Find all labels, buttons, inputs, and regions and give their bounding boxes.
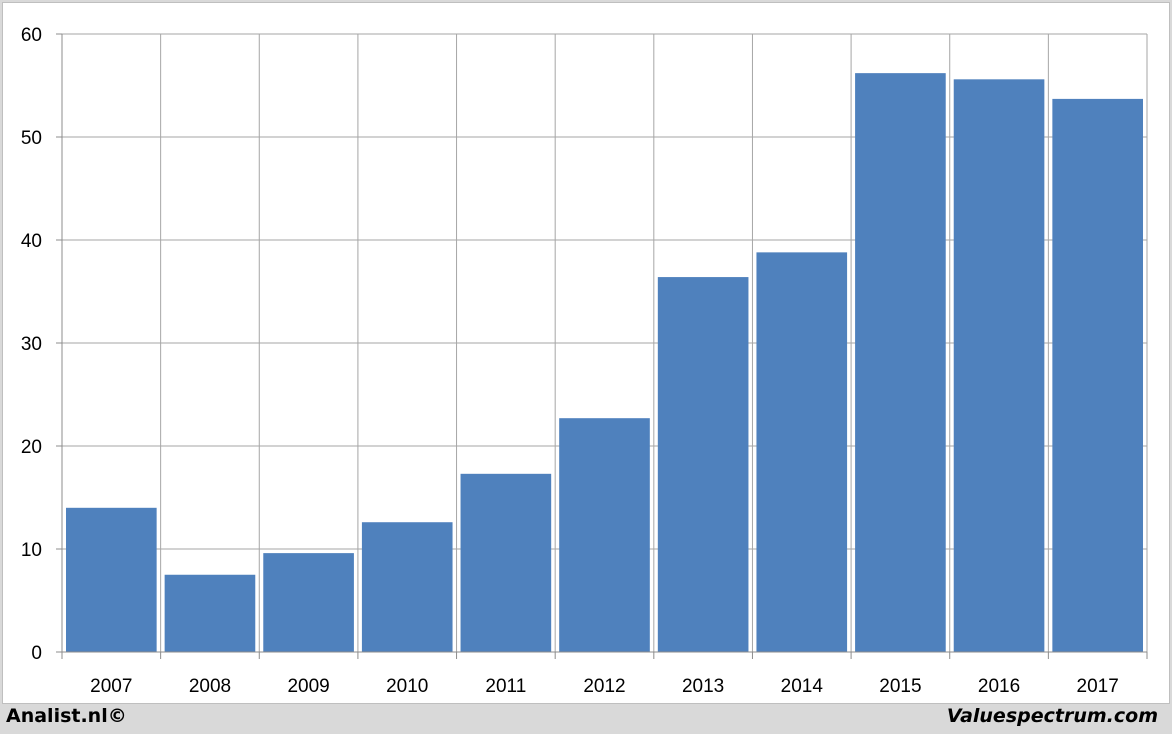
x-tick-label: 2008 <box>189 676 231 697</box>
x-tick-label: 2011 <box>485 676 526 697</box>
bar <box>855 73 946 652</box>
y-axis-tick-labels: 0 10 20 30 40 50 60 <box>21 25 42 664</box>
bar <box>657 277 749 652</box>
y-tick-label: 0 <box>31 643 42 664</box>
x-tick-label: 2013 <box>682 676 724 697</box>
x-axis-tick-labels: 2007 2008 2009 2010 2011 2012 2013 2014 2015 2016… <box>90 676 1119 697</box>
x-tick-label: 2012 <box>583 676 625 697</box>
bar <box>263 553 354 652</box>
y-tick-label: 10 <box>21 540 42 561</box>
footer-left-credit: Analist.nl© <box>6 705 127 727</box>
bar <box>559 418 650 652</box>
y-tick-label: 20 <box>21 437 42 458</box>
x-tick-label: 2016 <box>978 676 1020 697</box>
bar <box>460 473 552 652</box>
x-tick-label: 2014 <box>781 676 824 697</box>
y-tick-label: 40 <box>21 231 42 252</box>
y-tick-label: 60 <box>21 25 42 46</box>
y-tick-label: 30 <box>21 334 42 355</box>
x-tick-label: 2017 <box>1077 676 1119 697</box>
bar <box>361 522 453 652</box>
bar <box>1052 98 1143 652</box>
x-tick-label: 2015 <box>879 676 921 697</box>
footer-right-credit: Valuespectrum.com <box>946 705 1158 727</box>
bar <box>953 79 1045 652</box>
x-tick-label: 2007 <box>90 676 132 697</box>
bars <box>66 73 1143 653</box>
x-tick-label: 2009 <box>287 676 329 697</box>
x-tick-label: 2010 <box>386 676 428 697</box>
bar <box>756 252 848 653</box>
bar <box>66 507 157 652</box>
bar <box>164 574 256 652</box>
y-tick-label: 50 <box>21 128 42 149</box>
axes <box>56 33 1148 659</box>
